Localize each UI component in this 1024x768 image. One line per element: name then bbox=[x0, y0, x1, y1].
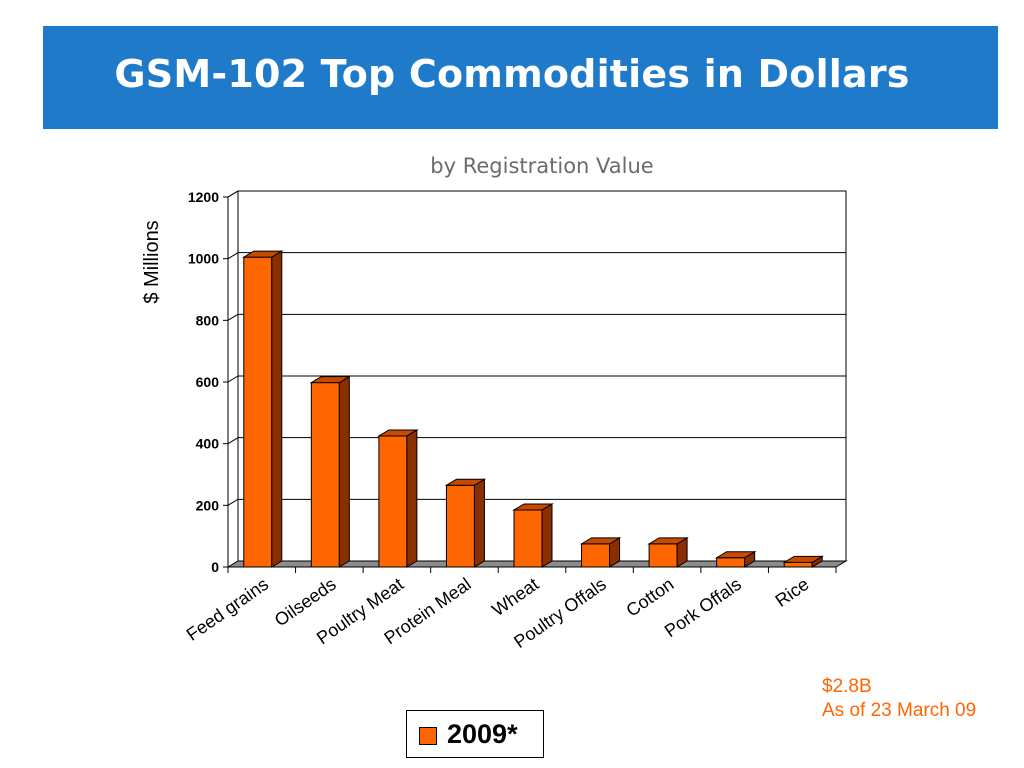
chart-subtitle: by Registration Value bbox=[430, 154, 654, 178]
y-tick-label: 1000 bbox=[188, 251, 219, 267]
bar bbox=[310, 382, 340, 568]
bar bbox=[243, 256, 273, 568]
x-tick-label: Rice bbox=[772, 574, 813, 611]
bar-side bbox=[271, 250, 283, 568]
y-tick-label: 0 bbox=[211, 559, 219, 575]
bar-top bbox=[647, 537, 689, 545]
bar-side bbox=[541, 503, 553, 568]
bar bbox=[716, 557, 746, 568]
bar-top bbox=[782, 555, 825, 563]
bar bbox=[648, 543, 678, 568]
y-tick-label: 400 bbox=[196, 436, 220, 452]
title-banner bbox=[43, 26, 998, 129]
bar-top bbox=[377, 429, 419, 437]
total-value: $2.8B bbox=[822, 676, 872, 697]
x-tick-label: Cotton bbox=[622, 574, 677, 621]
legend-swatch bbox=[419, 727, 437, 745]
bar-side bbox=[406, 429, 418, 568]
as-of-date: As of 23 March 09 bbox=[822, 700, 977, 721]
bar-top bbox=[241, 250, 284, 258]
x-tick-label: Feed grains bbox=[183, 574, 272, 645]
bar bbox=[513, 509, 543, 568]
x-tick-label: Pork Offals bbox=[661, 574, 745, 641]
y-axis-top bbox=[227, 190, 239, 198]
chart-note: $2.8B As of 23 March 09 bbox=[822, 675, 976, 723]
page-title: GSM-102 Top Commodities in Dollars bbox=[114, 52, 910, 96]
bar-side bbox=[473, 478, 485, 568]
gridline-diag bbox=[227, 437, 239, 445]
legend-label: 2009* bbox=[447, 719, 518, 749]
bar-top bbox=[309, 376, 352, 384]
bar bbox=[445, 484, 475, 568]
y-axis-label: $ Millions bbox=[141, 220, 163, 303]
gridline-diag bbox=[227, 313, 239, 321]
bar-top bbox=[579, 537, 622, 545]
gridline-diag bbox=[227, 375, 239, 383]
bar-top bbox=[714, 551, 757, 559]
bar bbox=[378, 435, 408, 568]
y-tick-label: 200 bbox=[196, 497, 220, 513]
gridline-diag bbox=[227, 252, 239, 260]
x-tick-label: Wheat bbox=[488, 574, 542, 620]
y-tick-label: 600 bbox=[196, 374, 220, 390]
y-tick-label: 1200 bbox=[188, 189, 219, 205]
bar-top bbox=[512, 503, 554, 511]
bar bbox=[783, 561, 813, 568]
gridline-diag bbox=[227, 498, 239, 506]
bar-top bbox=[444, 478, 487, 486]
y-tick-label: 800 bbox=[196, 312, 220, 328]
chart-legend: 2009* bbox=[406, 710, 544, 758]
bar bbox=[581, 543, 611, 568]
bar-side bbox=[338, 375, 350, 568]
